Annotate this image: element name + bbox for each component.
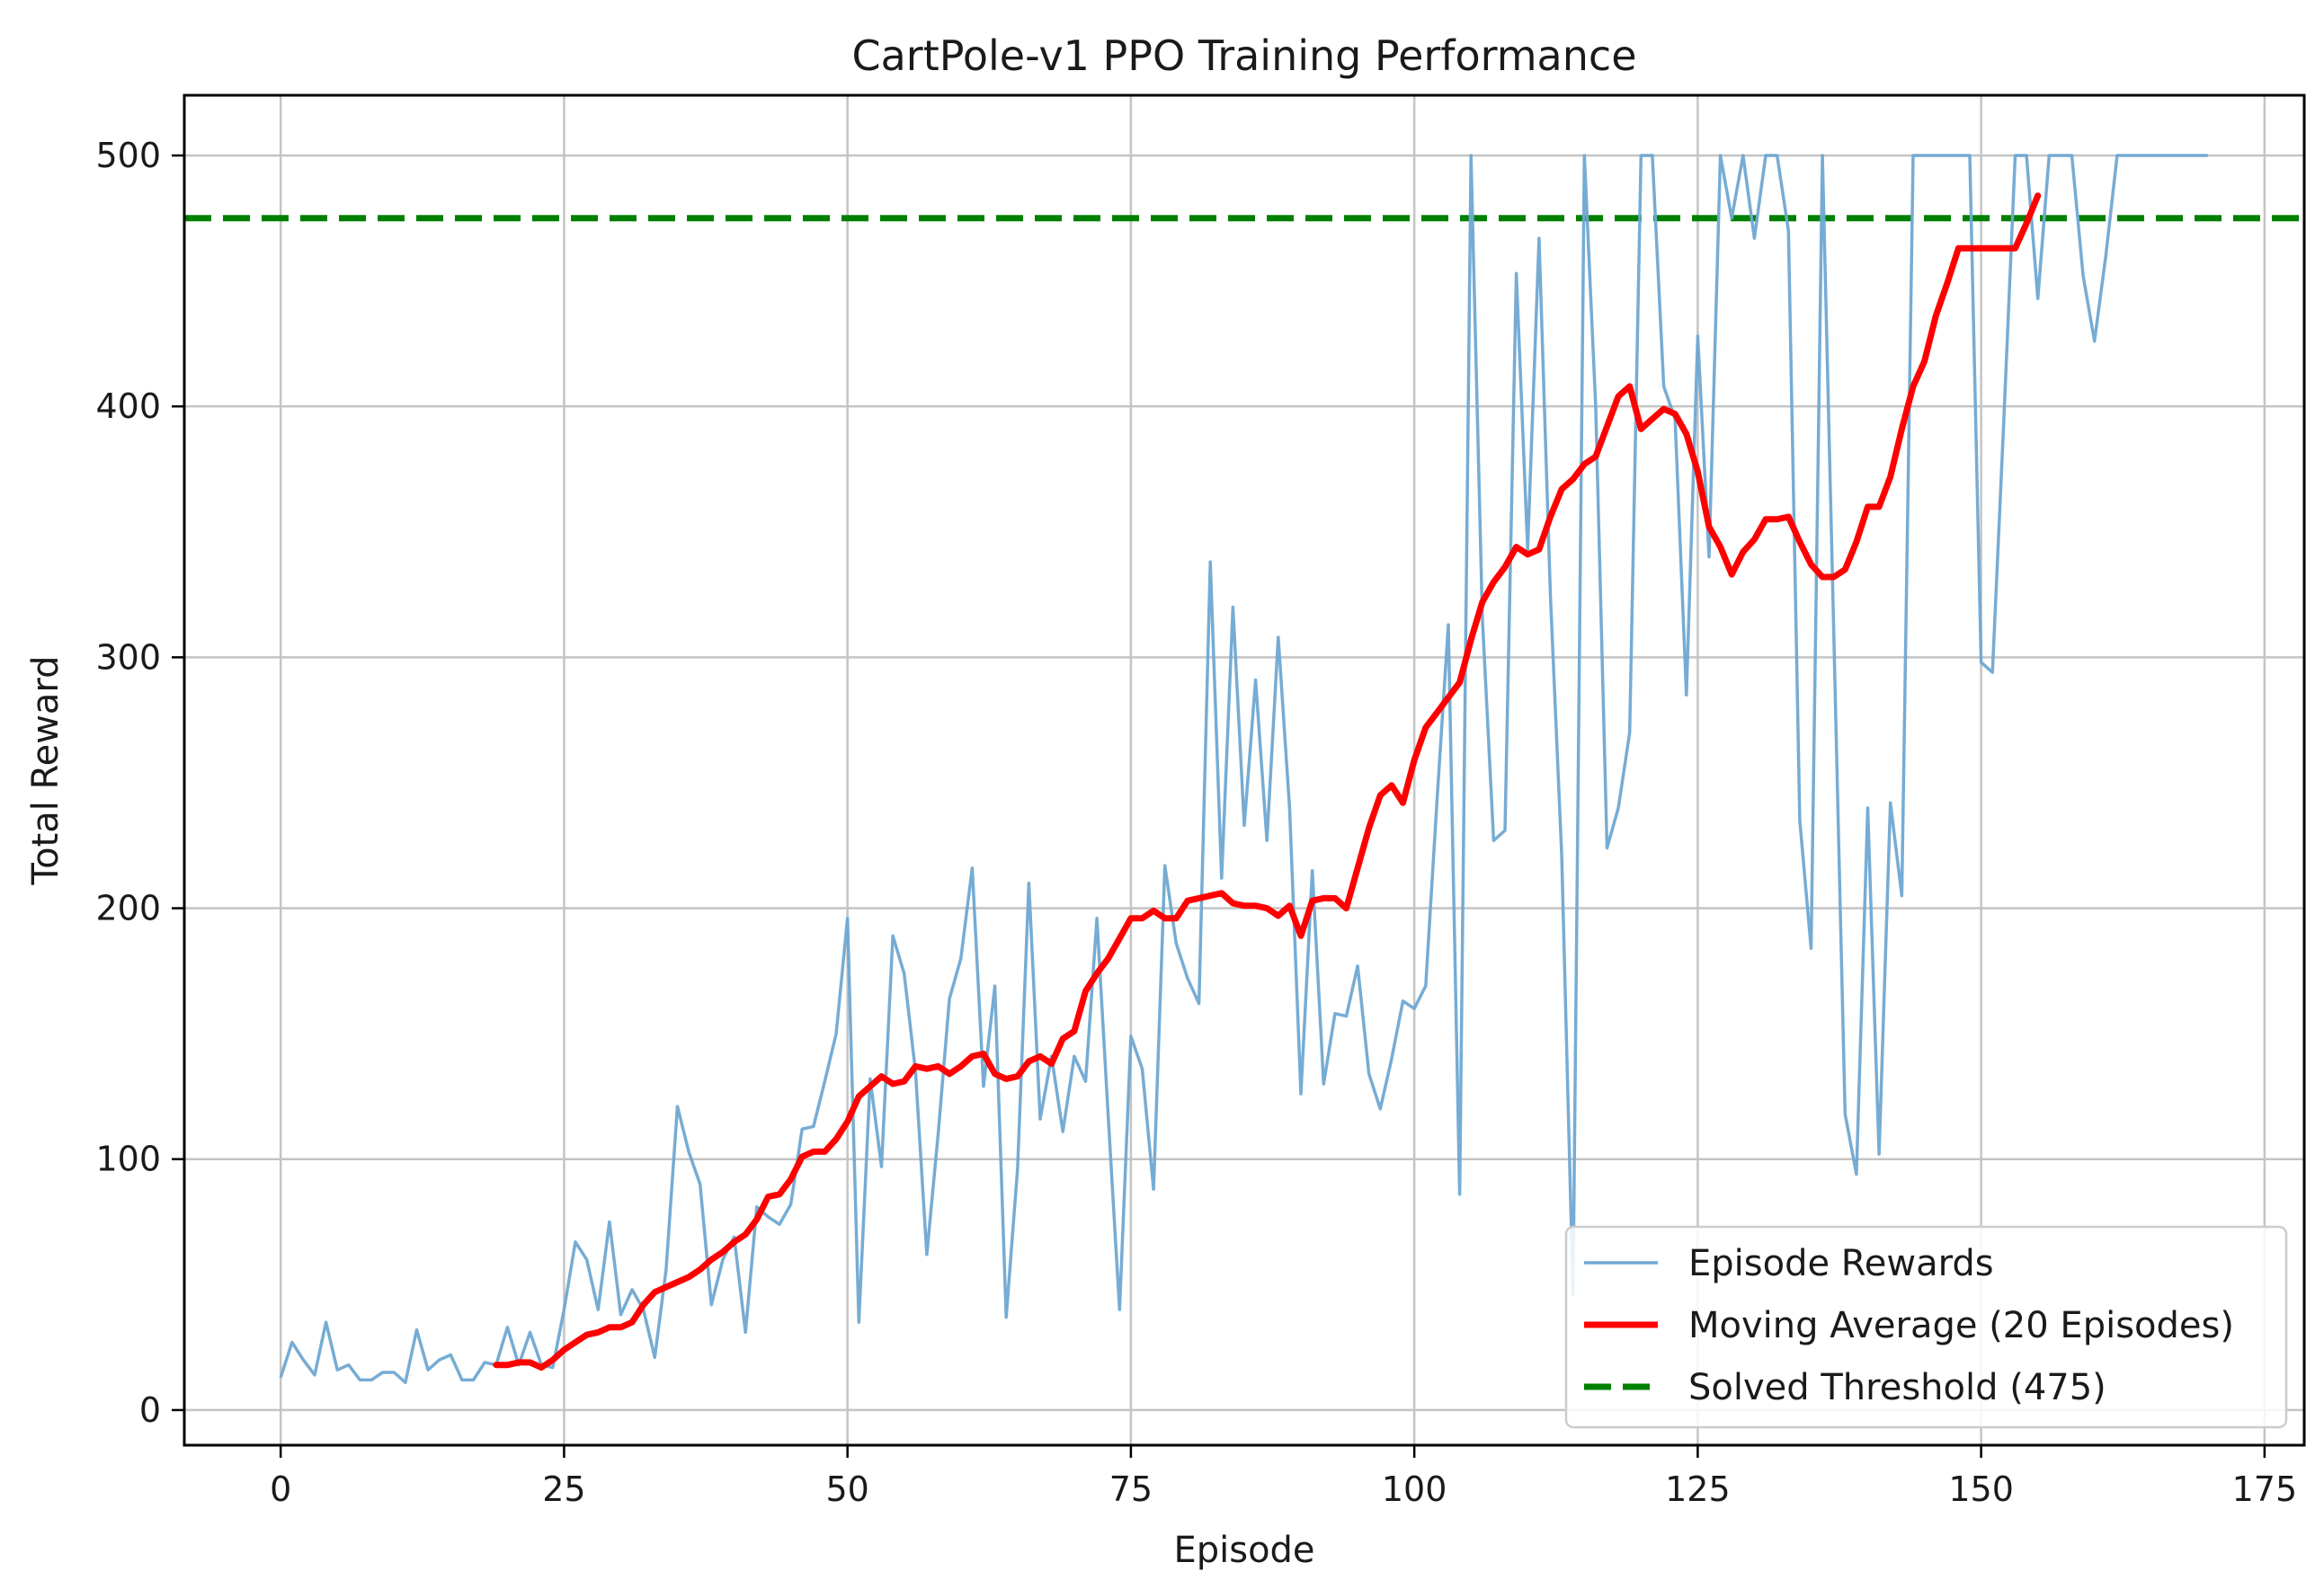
x-tick-label: 100 [1382, 1469, 1447, 1509]
legend: Episode Rewards Moving Average (20 Episo… [1564, 1225, 2288, 1429]
x-tick-label: 150 [1948, 1469, 2014, 1509]
x-tick-label: 50 [825, 1469, 868, 1509]
legend-box [1564, 1225, 2288, 1429]
x-axis-label: Episode [1173, 1530, 1314, 1571]
axes-frame [183, 93, 2306, 1447]
y-axis-label: Total Reward [25, 655, 67, 885]
plot-area [184, 154, 2304, 1384]
y-axis-ticks: 0 100 200 300 400 500 [95, 136, 184, 1430]
y-tick-label: 300 [95, 637, 161, 677]
y-tick-label: 500 [95, 136, 161, 175]
y-tick-label: 0 [139, 1390, 161, 1430]
x-tick-label: 25 [542, 1469, 585, 1509]
y-tick-label: 100 [95, 1140, 161, 1179]
legend-label-episode-rewards: Episode Rewards [1688, 1243, 1994, 1284]
x-tick-label: 0 [270, 1469, 291, 1509]
legend-label-moving-average: Moving Average (20 Episodes) [1688, 1305, 2234, 1346]
episode-rewards-line [279, 154, 2208, 1384]
x-tick-label: 125 [1665, 1469, 1731, 1509]
chart-title: CartPole-v1 PPO Training Performance [852, 31, 1637, 80]
moving-average-line [493, 192, 2042, 1371]
x-axis-ticks: 0 25 50 75 100 125 150 175 [270, 1445, 2297, 1509]
legend-label-solved-threshold: Solved Threshold (475) [1688, 1367, 2106, 1408]
y-tick-label: 200 [95, 889, 161, 928]
x-tick-label: 75 [1109, 1469, 1153, 1509]
y-tick-label: 400 [95, 386, 161, 426]
x-tick-label: 175 [2232, 1469, 2298, 1509]
